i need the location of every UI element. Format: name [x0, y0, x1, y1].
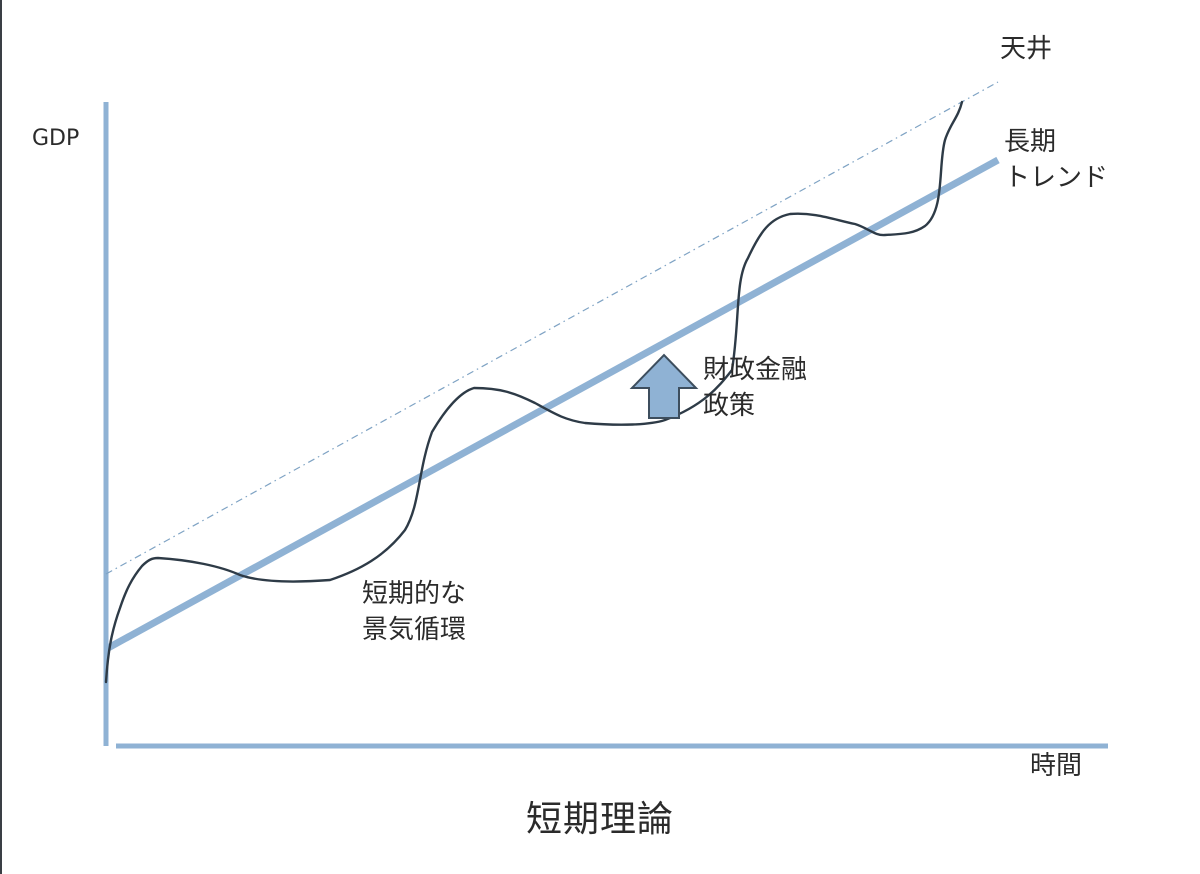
y-axis-label: GDP — [32, 126, 80, 151]
cycle-label: 短期的な 景気循環 — [362, 576, 466, 648]
up-arrow-shape — [632, 355, 696, 418]
trend-label-line-1: 長期 — [1004, 127, 1057, 157]
cycle-label-line-2: 景気循環 — [362, 615, 467, 645]
trend-line — [106, 156, 1000, 652]
diagram-title: 短期理論 — [525, 799, 674, 840]
trend-label: 長期 トレンド — [1004, 124, 1108, 196]
policy-label: 財政金融 政策 — [703, 352, 807, 424]
ceiling-label: 天井 — [1000, 34, 1053, 64]
x-axis-label: 時間 — [1030, 751, 1083, 781]
trend-label-line-2: トレンド — [1004, 163, 1109, 193]
up-arrow-outline — [629, 353, 699, 419]
up-arrow-icon — [629, 353, 699, 419]
cycle-label-line-1: 短期的な — [362, 579, 467, 609]
gdp-cycle-curve — [104, 100, 964, 684]
policy-label-line-2: 政策 — [703, 391, 756, 421]
left-border — [0, 0, 2, 874]
policy-label-line-1: 財政金融 — [703, 355, 808, 385]
ceiling-line — [105, 81, 999, 575]
